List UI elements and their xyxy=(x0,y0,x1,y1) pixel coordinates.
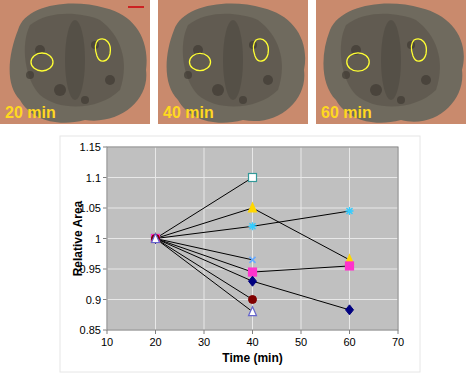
cell-spot xyxy=(81,96,89,104)
cell-spot xyxy=(105,75,115,85)
panel-label: 40 min xyxy=(163,104,214,121)
marker xyxy=(250,257,256,263)
background xyxy=(0,0,467,375)
tick xyxy=(252,330,253,334)
tick xyxy=(155,330,156,334)
marker xyxy=(249,203,257,212)
tick xyxy=(107,330,108,334)
photo-panel: 20 min xyxy=(0,0,150,124)
cell-spot xyxy=(212,84,224,96)
series-line xyxy=(156,239,350,310)
tissue-fold xyxy=(65,20,85,100)
tissue-fold xyxy=(223,20,243,100)
photo-panel: 60 min xyxy=(316,0,466,124)
tick xyxy=(103,147,107,148)
tick xyxy=(204,330,205,334)
region-outline xyxy=(95,39,110,61)
tick xyxy=(301,330,302,334)
tick-label: 30 xyxy=(198,336,210,348)
series-line xyxy=(156,208,350,260)
tick-label: 70 xyxy=(392,336,404,348)
photo-background xyxy=(158,0,308,124)
tick-label: 1 xyxy=(95,233,101,245)
cell-spot xyxy=(239,96,247,104)
marker xyxy=(152,235,160,243)
figure: 20 min40 min60 min0.850.90.9511.051.11.1… xyxy=(0,0,467,375)
series-line xyxy=(156,211,350,238)
series-line xyxy=(156,239,253,300)
tick-label: 10 xyxy=(101,336,113,348)
grid-line xyxy=(301,147,302,330)
tick xyxy=(103,269,107,270)
data-group xyxy=(152,174,354,316)
marker xyxy=(152,234,160,243)
region-outline xyxy=(189,53,210,70)
panel-label: 60 min xyxy=(321,104,372,121)
tick-label: 50 xyxy=(295,336,307,348)
cell-spot xyxy=(263,75,273,85)
marker xyxy=(152,235,160,243)
panel-label: 20 min xyxy=(5,104,56,121)
region-outline xyxy=(411,39,426,61)
cell-spot xyxy=(26,71,34,79)
region-outline xyxy=(253,39,268,61)
tick-label: 1.1 xyxy=(86,172,101,184)
marker xyxy=(152,235,160,243)
plot-area xyxy=(107,147,398,330)
marker xyxy=(346,207,354,215)
marker xyxy=(249,174,257,182)
tick-label: 0.9 xyxy=(86,294,101,306)
grid-line xyxy=(204,147,205,330)
tick-label: 0.85 xyxy=(80,324,101,336)
tick xyxy=(398,330,399,334)
marker xyxy=(152,235,160,243)
marker xyxy=(346,262,354,270)
chart-area xyxy=(60,136,420,372)
series-line xyxy=(156,178,253,239)
series-line xyxy=(156,239,253,312)
tick xyxy=(349,330,350,334)
tick xyxy=(103,299,107,300)
marker xyxy=(249,296,257,304)
cell-spot xyxy=(421,75,431,85)
marker xyxy=(249,222,257,230)
y-axis-label: Relative Area xyxy=(71,200,85,276)
tick-label: 40 xyxy=(246,336,258,348)
tissue-core xyxy=(183,14,282,107)
cell-spot xyxy=(54,84,66,96)
tick xyxy=(103,330,107,331)
photo-background xyxy=(316,0,466,124)
region-outline xyxy=(347,53,369,71)
marker xyxy=(249,276,257,286)
cell-spot xyxy=(342,71,350,79)
tick-label: 20 xyxy=(149,336,161,348)
cell-spot xyxy=(370,84,382,96)
scale-bar xyxy=(128,6,144,8)
photo-background xyxy=(0,0,150,124)
x-axis-label: Time (min) xyxy=(222,351,282,365)
tissue-core xyxy=(25,14,124,107)
tick-label: 60 xyxy=(343,336,355,348)
plot-frame xyxy=(107,147,398,330)
series-line xyxy=(156,239,350,273)
tick xyxy=(103,177,107,178)
cell-spot xyxy=(397,96,405,104)
tick-label: 1.15 xyxy=(80,141,101,153)
marker xyxy=(346,305,354,315)
region-outline xyxy=(31,53,53,71)
cell-spot xyxy=(184,71,192,79)
tissue-core xyxy=(341,14,440,107)
marker xyxy=(152,234,160,243)
marker xyxy=(152,234,160,244)
photo-panel: 40 min xyxy=(158,0,308,124)
marker xyxy=(249,307,257,316)
tick xyxy=(103,238,107,239)
tick xyxy=(103,208,107,209)
tissue-fold xyxy=(381,20,401,100)
marker xyxy=(249,268,257,276)
grid-line xyxy=(349,147,350,330)
